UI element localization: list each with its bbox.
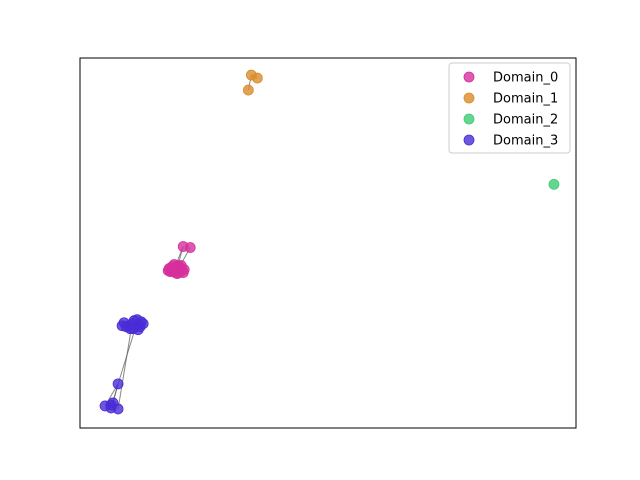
- legend-label-3: Domain_3: [493, 134, 558, 149]
- point-domain-3-19: [107, 397, 119, 409]
- legend-label-2: Domain_2: [493, 113, 558, 128]
- point-domain-0-1: [184, 242, 196, 253]
- legend-marker-0: [463, 71, 475, 83]
- legend-marker-2: [463, 113, 475, 125]
- legend-box: [448, 62, 571, 154]
- point-domain-3-13: [131, 314, 143, 326]
- point-domain-0-17: [168, 259, 180, 270]
- axes-frame: [79, 57, 577, 429]
- point-domain-1-1: [251, 72, 263, 84]
- point-domain-3-12: [116, 320, 128, 332]
- point-domain-3-14: [112, 378, 124, 390]
- point-domain-3-10: [127, 323, 139, 335]
- point-domain-0-19: [177, 267, 189, 278]
- edge-9: [117, 323, 133, 410]
- legend-label-0: Domain_0: [493, 71, 558, 86]
- legend: Domain_0 Domain_1 Domain_2 Domain_3: [448, 62, 571, 154]
- legend-label-1: Domain_1: [493, 92, 558, 107]
- legend-marker-1: [463, 92, 475, 104]
- point-domain-1-2: [242, 84, 254, 96]
- legend-marker-3: [463, 134, 475, 146]
- point-domain-2-0: [548, 178, 560, 190]
- points-layer: [99, 69, 560, 415]
